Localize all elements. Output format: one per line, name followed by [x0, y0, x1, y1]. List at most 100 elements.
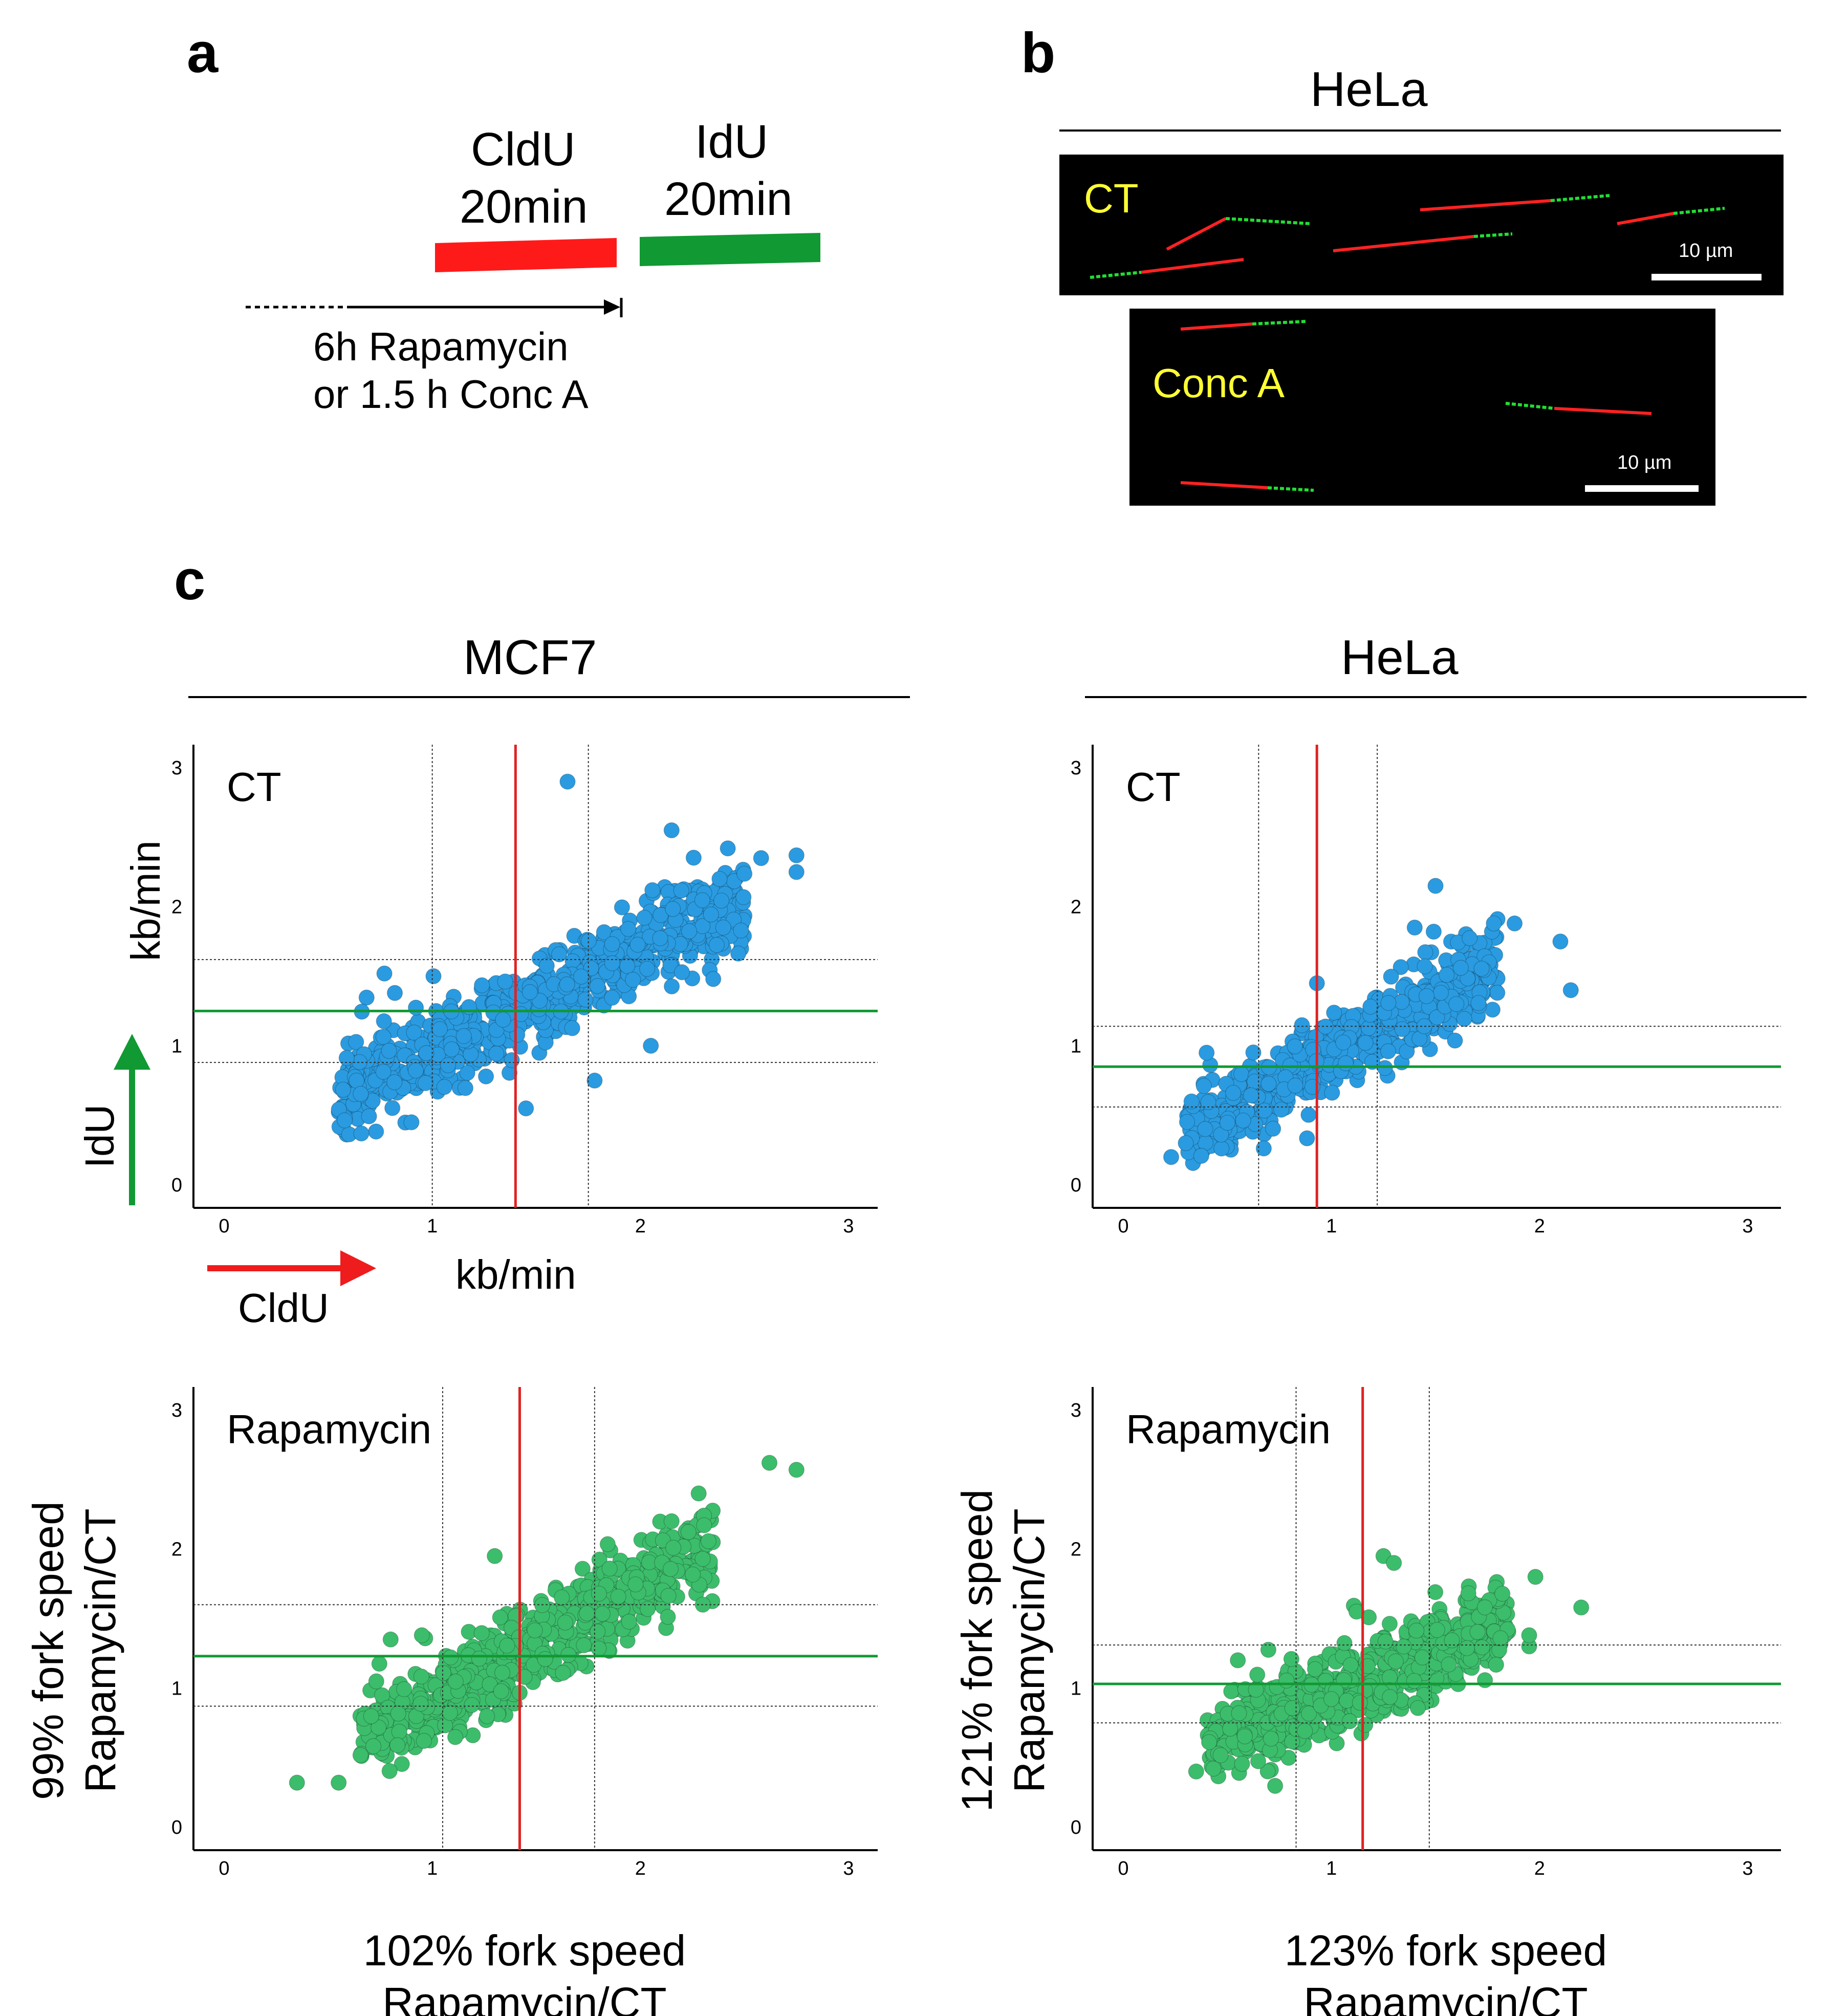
ct-micrograph: CT 10 µm	[1059, 155, 1784, 295]
data-point	[1243, 1087, 1259, 1103]
mcf7-title-rule	[188, 696, 910, 698]
data-point	[1263, 1730, 1279, 1747]
data-point	[573, 968, 590, 985]
data-point	[1249, 1666, 1266, 1683]
data-point	[551, 946, 568, 963]
data-point	[574, 1560, 591, 1577]
data-point	[1473, 961, 1490, 977]
data-point	[1387, 1653, 1404, 1670]
data-point	[1377, 1060, 1393, 1076]
data-point	[416, 1732, 432, 1749]
idu-time-label: 20min	[664, 173, 793, 225]
data-point	[1362, 999, 1379, 1015]
data-point	[1427, 1584, 1444, 1600]
x-tick-label: 1	[427, 1858, 438, 1879]
data-point	[636, 909, 653, 926]
data-point	[1267, 1777, 1284, 1794]
y-tick-label: 0	[1071, 1817, 1081, 1838]
data-point	[386, 1074, 403, 1091]
outlier-point	[705, 971, 722, 987]
data-point	[1183, 1093, 1200, 1110]
data-point	[1260, 1076, 1277, 1092]
data-point	[1231, 1705, 1247, 1721]
data-point	[1357, 1034, 1374, 1051]
data-point	[493, 1683, 509, 1700]
data-point	[521, 984, 538, 1001]
data-point	[335, 1081, 352, 1098]
y-tick-label: 0	[171, 1175, 182, 1196]
hela-title-rule	[1085, 696, 1807, 698]
outlier-point	[1486, 915, 1502, 931]
data-point	[1323, 1691, 1340, 1707]
y-tick-label: 0	[1071, 1175, 1081, 1196]
outlier-point	[1527, 1569, 1544, 1585]
outlier-point	[1506, 915, 1523, 931]
data-point	[338, 1050, 355, 1066]
x-tick-label: 0	[1118, 1858, 1128, 1879]
data-point	[482, 1676, 498, 1693]
mcf7-title: MCF7	[463, 630, 597, 685]
treatment-line-1: 6h Rapamycin	[313, 324, 569, 369]
outlier-point	[788, 864, 805, 880]
data-point	[425, 968, 442, 985]
data-point	[1336, 1635, 1353, 1651]
data-point	[1447, 1032, 1463, 1049]
outlier-point	[663, 1513, 680, 1529]
data-point	[492, 1609, 508, 1625]
outlier-point	[487, 1548, 503, 1564]
data-point	[673, 882, 689, 899]
panel-b-title: HeLa	[1310, 62, 1428, 117]
conc-a-scale-label: 10 µm	[1617, 452, 1672, 473]
fiber	[1617, 212, 1674, 225]
data-point	[1342, 1657, 1359, 1673]
data-point	[391, 1723, 407, 1740]
scatter-plot-hela-rapamycin: 0 1 2 3 0 1 2 3 Rapamycin	[1071, 1387, 1781, 1879]
data-point	[1489, 985, 1506, 1001]
data-point	[384, 1100, 401, 1116]
data-point	[627, 1576, 644, 1593]
data-point	[442, 1705, 459, 1721]
data-point	[591, 1586, 607, 1602]
data-point	[639, 961, 656, 977]
data-point	[1429, 1009, 1445, 1026]
data-point	[594, 1606, 611, 1622]
data-point	[538, 958, 555, 974]
data-point	[435, 1665, 451, 1681]
data-point	[685, 850, 702, 866]
data-point	[381, 1763, 398, 1779]
data-point	[455, 1028, 472, 1045]
plot-condition-label: Rapamycin	[227, 1406, 431, 1452]
data-point	[1381, 1616, 1398, 1632]
panel-c-letter: c	[174, 549, 206, 612]
scatter-plot-mcf7-rapamycin: 0 1 2 3 0 1 2 3 Rapamycin	[171, 1387, 878, 1879]
data-point	[1444, 1632, 1460, 1649]
x-tick-label: 2	[635, 1858, 646, 1879]
data-point	[1245, 1044, 1262, 1060]
data-point	[394, 1756, 410, 1772]
x-tick-label: 3	[1742, 1216, 1753, 1237]
data-point	[499, 1637, 515, 1654]
outlier-point	[690, 1485, 707, 1502]
data-point	[577, 991, 594, 1008]
data-point	[591, 1640, 607, 1657]
fiber	[1267, 486, 1314, 492]
x-tick-label: 1	[1326, 1216, 1337, 1237]
data-point	[1418, 988, 1435, 1004]
fiber	[1554, 407, 1652, 415]
outlier-point	[761, 1455, 778, 1471]
outlier-point	[518, 1100, 534, 1117]
data-point	[406, 1024, 422, 1041]
data-point	[396, 1681, 412, 1697]
data-point	[1396, 1638, 1412, 1655]
y-tick-label: 2	[171, 1539, 182, 1560]
data-point	[436, 1079, 452, 1095]
data-point	[681, 923, 698, 940]
data-point	[353, 1125, 369, 1142]
x-tick-label: 1	[1326, 1858, 1337, 1879]
data-point	[644, 882, 661, 898]
data-point	[1394, 1021, 1410, 1037]
panel-b-letter: b	[1021, 21, 1056, 84]
outlier-point	[720, 840, 736, 857]
data-point	[1460, 1585, 1476, 1601]
